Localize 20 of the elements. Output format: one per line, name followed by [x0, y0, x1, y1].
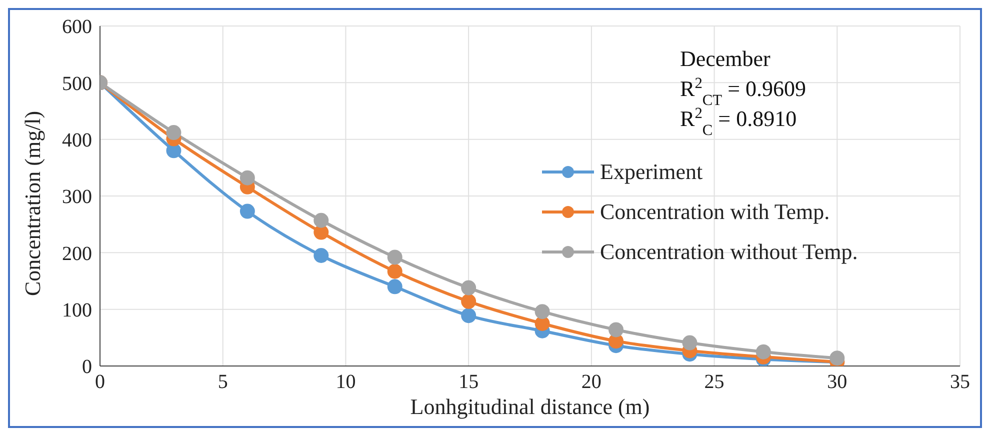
x-tick-label: 35	[950, 371, 970, 394]
x-tick-label: 25	[704, 371, 724, 394]
y-tick-label: 200	[62, 242, 92, 265]
x-tick-label: 10	[336, 371, 356, 394]
y-tick-label: 0	[82, 356, 92, 378]
y-tick-label: 300	[62, 186, 92, 208]
x-axis-title: Lonhgitudinal distance (m)	[410, 394, 650, 419]
legend-label: Concentration without Temp.	[600, 239, 858, 265]
x-tick-label: 5	[218, 371, 228, 394]
x-tick-label: 30	[827, 371, 848, 394]
y-tick-label: 400	[62, 129, 92, 152]
legend-label: Experiment	[600, 159, 703, 185]
x-tick-label: 20	[581, 371, 602, 394]
y-tick-label: 600	[62, 16, 92, 38]
legend-label: Concentration with Temp.	[600, 199, 830, 225]
annotation: December	[680, 46, 772, 71]
y-axis-title: Concentration (mg/l)	[20, 110, 45, 296]
y-tick-label: 500	[62, 72, 92, 95]
x-tick-label: 15	[458, 371, 479, 394]
y-tick-label: 100	[62, 299, 92, 322]
